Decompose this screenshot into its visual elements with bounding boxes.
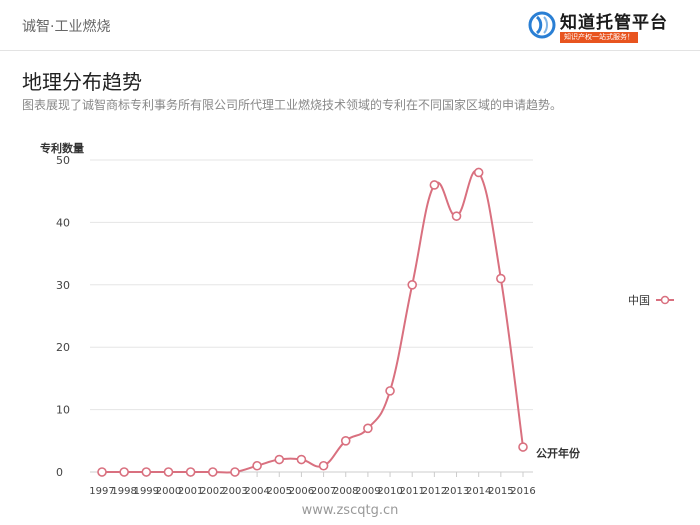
data-point[interactable] <box>187 468 195 476</box>
data-point[interactable] <box>320 462 328 470</box>
y-tick-label: 50 <box>56 154 70 167</box>
y-tick-label: 10 <box>56 404 70 417</box>
data-point[interactable] <box>408 281 416 289</box>
legend[interactable]: 中国 <box>628 294 674 307</box>
y-axis: 0 10 20 30 40 50 <box>56 154 70 479</box>
data-point[interactable] <box>275 456 283 464</box>
data-point[interactable] <box>297 456 305 464</box>
data-point[interactable] <box>98 468 106 476</box>
data-point[interactable] <box>342 437 350 445</box>
top-bar: 诚智·工业燃烧 知道托管平台 知识产权一站式服务！ <box>0 0 700 51</box>
y-tick-label: 0 <box>56 466 63 479</box>
page-description: 图表展现了诚智商标专利事务所有限公司所代理工业燃烧技术领域的专利在不同国家区域的… <box>22 96 562 113</box>
legend-marker-swatch <box>662 297 669 304</box>
series-layer <box>98 168 527 476</box>
data-point[interactable] <box>231 468 239 476</box>
grid <box>90 160 533 472</box>
data-point[interactable] <box>253 462 261 470</box>
data-point[interactable] <box>364 424 372 432</box>
y-tick-label: 40 <box>56 216 70 229</box>
legend-label[interactable]: 中国 <box>628 294 650 307</box>
data-point[interactable] <box>519 443 527 451</box>
logo-tagline: 知识产权一站式服务！ <box>560 32 638 43</box>
x-axis-label: 公开年份 <box>536 446 581 460</box>
data-point[interactable] <box>475 168 483 176</box>
y-axis-label: 专利数量 <box>40 141 84 155</box>
y-tick-label: 20 <box>56 341 70 354</box>
x-tick-label: 2016 <box>510 486 535 497</box>
breadcrumb: 诚智·工业燃烧 <box>22 16 110 36</box>
data-point[interactable] <box>164 468 172 476</box>
logo-icon <box>528 8 556 42</box>
x-axis: 1997199819992000200120022003200420052006… <box>89 472 535 497</box>
page-title: 地理分布趋势 <box>22 66 142 95</box>
data-point[interactable] <box>497 275 505 283</box>
data-point[interactable] <box>430 181 438 189</box>
logo-text: 知道托管平台 <box>560 8 668 33</box>
data-point[interactable] <box>142 468 150 476</box>
data-point[interactable] <box>453 212 461 220</box>
watermark: www.zscqtg.cn <box>0 503 700 518</box>
line-chart: 专利数量 公开年份 0 10 20 30 40 50 199719981999200020… <box>0 130 700 500</box>
data-point[interactable] <box>209 468 217 476</box>
data-point[interactable] <box>120 468 128 476</box>
data-point[interactable] <box>386 387 394 395</box>
logo[interactable]: 知道托管平台 知识产权一站式服务！ <box>528 8 688 44</box>
y-tick-label: 30 <box>56 279 70 292</box>
